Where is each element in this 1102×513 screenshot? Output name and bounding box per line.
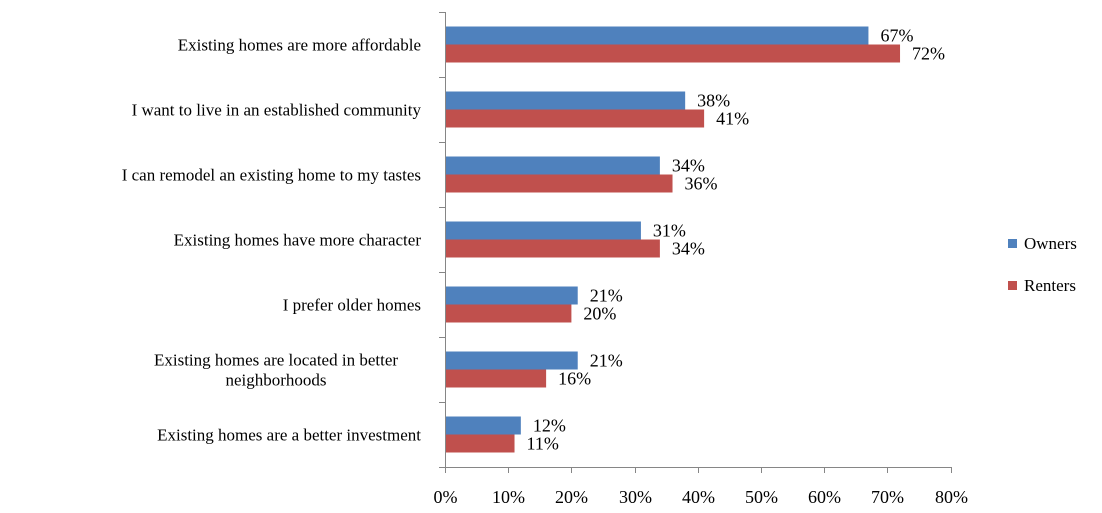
owners-bar-3 bbox=[445, 221, 641, 240]
x-tick-label-2: 20% bbox=[555, 487, 588, 507]
category-labels-layer: Existing homes are more affordable I want… bbox=[122, 36, 422, 445]
x-tick-label-6: 60% bbox=[808, 487, 841, 507]
owners-value-label-4: 21% bbox=[590, 286, 623, 306]
owners-bar-4 bbox=[445, 286, 578, 305]
renters-bar-4 bbox=[445, 304, 572, 323]
legend-swatch-owners bbox=[1008, 239, 1017, 248]
renters-value-label-2: 36% bbox=[685, 174, 718, 194]
category-label-4: I prefer older homes bbox=[283, 296, 421, 315]
renters-value-label-5: 16% bbox=[558, 369, 591, 389]
x-tick-label-0: 0% bbox=[434, 487, 458, 507]
x-tick-label-5: 50% bbox=[745, 487, 778, 507]
bars-layer bbox=[445, 26, 901, 453]
legend-label-renters: Renters bbox=[1024, 276, 1076, 295]
owners-value-label-1: 38% bbox=[697, 91, 730, 111]
owners-bar-5 bbox=[445, 351, 578, 370]
renters-value-label-0: 72% bbox=[912, 44, 945, 64]
value-labels-layer: 67%72%38%41%34%36%31%34%21%20%21%16%12%1… bbox=[527, 26, 946, 454]
owners-value-label-0: 67% bbox=[880, 26, 913, 46]
owners-bar-6 bbox=[445, 416, 521, 435]
owners-bar-1 bbox=[445, 91, 686, 110]
category-label-2: I can remodel an existing home to my tas… bbox=[122, 166, 421, 185]
owners-value-label-6: 12% bbox=[533, 416, 566, 436]
category-label-5-line-1: neighborhoods bbox=[225, 371, 326, 390]
legend-swatch-renters bbox=[1008, 281, 1017, 290]
renters-value-label-1: 41% bbox=[716, 109, 749, 129]
owners-bar-2 bbox=[445, 156, 660, 175]
legend: Owners Renters bbox=[1008, 234, 1077, 295]
renters-bar-0 bbox=[445, 44, 901, 63]
category-label-3: Existing homes have more character bbox=[174, 231, 422, 250]
x-tick-label-7: 70% bbox=[871, 487, 904, 507]
renters-bar-1 bbox=[445, 109, 705, 128]
renters-bar-5 bbox=[445, 369, 547, 388]
renters-bar-2 bbox=[445, 174, 673, 193]
axes-layer: 0% 10% 20% 30% 40% 50% 60% 70% 80% bbox=[434, 12, 968, 507]
category-label-6: Existing homes are a better investment bbox=[157, 426, 421, 445]
owners-value-label-2: 34% bbox=[672, 156, 705, 176]
x-tick-label-4: 40% bbox=[682, 487, 715, 507]
x-tick-label-1: 10% bbox=[492, 487, 525, 507]
owners-value-label-5: 21% bbox=[590, 351, 623, 371]
x-tick-label-8: 80% bbox=[935, 487, 968, 507]
legend-label-owners: Owners bbox=[1024, 234, 1077, 253]
owners-value-label-3: 31% bbox=[653, 221, 686, 241]
x-tick-label-3: 30% bbox=[619, 487, 652, 507]
renters-bar-3 bbox=[445, 239, 660, 258]
owners-bar-0 bbox=[445, 26, 869, 45]
category-label-5-line-0: Existing homes are located in better bbox=[154, 351, 398, 370]
renters-value-label-6: 11% bbox=[527, 434, 559, 454]
renters-bar-6 bbox=[445, 434, 515, 453]
renters-value-label-4: 20% bbox=[583, 304, 616, 324]
renters-value-label-3: 34% bbox=[672, 239, 705, 259]
category-label-0: Existing homes are more affordable bbox=[178, 36, 421, 55]
category-label-1: I want to live in an established communi… bbox=[132, 101, 422, 120]
